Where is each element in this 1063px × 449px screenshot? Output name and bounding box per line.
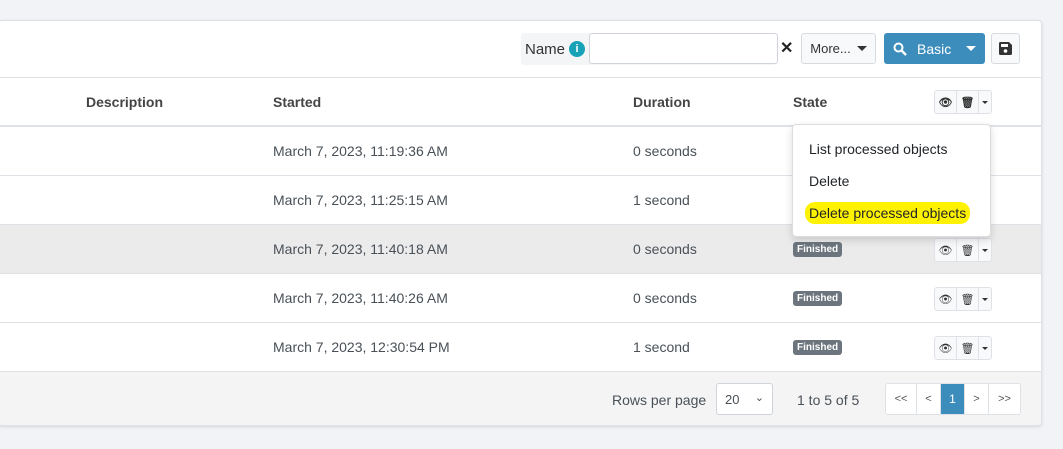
- rows-per-page-value: 20: [725, 392, 740, 407]
- last-page-button[interactable]: >>: [998, 393, 1011, 405]
- duration-cell: 1 second: [633, 192, 690, 208]
- caret-down-icon: [856, 46, 867, 51]
- filter-toolbar: Name i ✕ More... Basic: [0, 21, 1041, 78]
- table-row[interactable]: March 7, 2023, 11:19:36 AM 0 seconds: [0, 127, 1041, 176]
- state-cell: Finished: [793, 274, 843, 322]
- name-input[interactable]: [589, 33, 778, 64]
- trash-icon[interactable]: 🗑: [957, 337, 979, 359]
- started-cell: March 7, 2023, 11:19:36 AM: [273, 143, 448, 159]
- trash-icon[interactable]: 🗑: [957, 288, 979, 310]
- eye-icon[interactable]: 👁: [935, 337, 957, 359]
- chevron-down-icon: ⌄: [754, 392, 764, 404]
- table-row[interactable]: March 7, 2023, 11:40:26 AM 0 seconds Fin…: [0, 274, 1041, 323]
- info-icon[interactable]: i: [569, 41, 586, 57]
- table-row[interactable]: March 7, 2023, 11:25:15 AM 1 second: [0, 176, 1041, 225]
- clear-icon[interactable]: ✕: [780, 40, 794, 57]
- started-cell: March 7, 2023, 12:30:54 PM: [273, 339, 450, 355]
- caret-down-icon[interactable]: [966, 46, 976, 51]
- basic-search-button[interactable]: Basic: [884, 33, 985, 64]
- col-description[interactable]: Description: [86, 93, 164, 110]
- started-cell: March 7, 2023, 11:25:15 AM: [273, 192, 448, 208]
- eye-icon[interactable]: 👁: [935, 91, 957, 113]
- col-started[interactable]: Started: [273, 93, 322, 110]
- duration-cell: 0 seconds: [633, 143, 697, 159]
- save-button[interactable]: [991, 33, 1020, 64]
- col-duration[interactable]: Duration: [633, 93, 691, 110]
- save-icon: [999, 42, 1012, 55]
- bulk-actions: 👁 🗑: [934, 90, 992, 114]
- menu-item-delete[interactable]: Delete: [809, 173, 850, 189]
- table-footer: Rows per page 20 ⌄ 1 to 5 of 5 << < 1 > >…: [0, 372, 1041, 425]
- prev-page-button[interactable]: <: [917, 384, 941, 414]
- table-header: Description Started Duration State 👁 🗑: [0, 78, 1041, 127]
- page-1-button[interactable]: 1: [941, 384, 965, 414]
- status-badge: Finished: [793, 241, 843, 257]
- pagination: << < 1 > >>: [885, 383, 1021, 415]
- state-cell: Finished: [793, 225, 843, 273]
- menu-item-delete-processed-objects[interactable]: Delete processed objects: [793, 197, 990, 229]
- col-state[interactable]: State: [793, 93, 828, 110]
- first-page-button[interactable]: <<: [886, 384, 917, 414]
- name-label: Name: [525, 40, 566, 58]
- caret-down-icon[interactable]: [979, 337, 991, 359]
- menu-item-list-processed-objects[interactable]: List processed objects: [809, 141, 948, 157]
- row-count: 1 to 5 of 5: [797, 392, 860, 408]
- started-cell: March 7, 2023, 11:40:26 AM: [273, 290, 448, 306]
- status-badge: Finished: [793, 290, 843, 306]
- row-actions-menu: List processed objects Delete Delete pro…: [792, 124, 991, 237]
- more-button[interactable]: More...: [801, 33, 876, 64]
- status-badge: Finished: [793, 339, 843, 355]
- state-cell: Finished: [793, 323, 843, 371]
- rows-per-page-select[interactable]: 20 ⌄: [716, 383, 773, 415]
- more-label: More...: [810, 41, 851, 56]
- row-actions: 👁 🗑: [934, 287, 992, 311]
- table-row[interactable]: March 7, 2023, 12:30:54 PM 1 second Fini…: [0, 323, 1041, 372]
- row-actions: 👁 🗑: [934, 238, 992, 262]
- eye-icon[interactable]: 👁: [935, 239, 957, 261]
- trash-icon[interactable]: 🗑: [957, 91, 979, 113]
- duration-cell: 1 second: [633, 339, 690, 355]
- started-cell: March 7, 2023, 11:40:18 AM: [273, 241, 448, 257]
- trash-icon[interactable]: 🗑: [957, 239, 979, 261]
- rows-per-page-label: Rows per page: [612, 392, 707, 408]
- duration-cell: 0 seconds: [633, 241, 697, 257]
- caret-down-icon[interactable]: [979, 91, 991, 113]
- duration-cell: 0 seconds: [633, 290, 697, 306]
- next-page-button[interactable]: >: [965, 384, 989, 414]
- caret-down-icon[interactable]: [979, 288, 991, 310]
- row-actions: 👁 🗑: [934, 336, 992, 360]
- eye-icon[interactable]: 👁: [935, 288, 957, 310]
- basic-label: Basic: [917, 40, 952, 57]
- search-icon: [893, 42, 907, 56]
- caret-down-icon[interactable]: [979, 239, 991, 261]
